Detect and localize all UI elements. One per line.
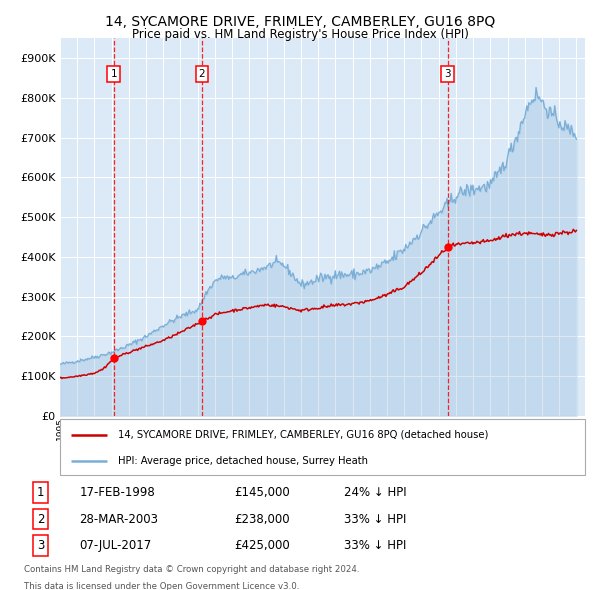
Text: £145,000: £145,000 (234, 486, 290, 499)
Text: 2: 2 (199, 69, 205, 79)
Text: 2: 2 (37, 513, 44, 526)
Text: 17-FEB-1998: 17-FEB-1998 (79, 486, 155, 499)
Text: 1: 1 (110, 69, 117, 79)
Text: 33% ↓ HPI: 33% ↓ HPI (344, 539, 407, 552)
Text: 07-JUL-2017: 07-JUL-2017 (79, 539, 151, 552)
Text: 3: 3 (445, 69, 451, 79)
Text: 24% ↓ HPI: 24% ↓ HPI (344, 486, 407, 499)
Text: £425,000: £425,000 (234, 539, 290, 552)
Text: 1: 1 (37, 486, 44, 499)
Text: Contains HM Land Registry data © Crown copyright and database right 2024.: Contains HM Land Registry data © Crown c… (24, 565, 359, 573)
Text: £238,000: £238,000 (234, 513, 289, 526)
Text: HPI: Average price, detached house, Surrey Heath: HPI: Average price, detached house, Surr… (118, 456, 368, 466)
Text: This data is licensed under the Open Government Licence v3.0.: This data is licensed under the Open Gov… (24, 582, 299, 590)
Text: 3: 3 (37, 539, 44, 552)
Text: 14, SYCAMORE DRIVE, FRIMLEY, CAMBERLEY, GU16 8PQ (detached house): 14, SYCAMORE DRIVE, FRIMLEY, CAMBERLEY, … (118, 430, 488, 440)
FancyBboxPatch shape (60, 419, 585, 475)
Text: 33% ↓ HPI: 33% ↓ HPI (344, 513, 407, 526)
Text: 14, SYCAMORE DRIVE, FRIMLEY, CAMBERLEY, GU16 8PQ: 14, SYCAMORE DRIVE, FRIMLEY, CAMBERLEY, … (105, 15, 495, 29)
Text: 28-MAR-2003: 28-MAR-2003 (79, 513, 158, 526)
Text: Price paid vs. HM Land Registry's House Price Index (HPI): Price paid vs. HM Land Registry's House … (131, 28, 469, 41)
